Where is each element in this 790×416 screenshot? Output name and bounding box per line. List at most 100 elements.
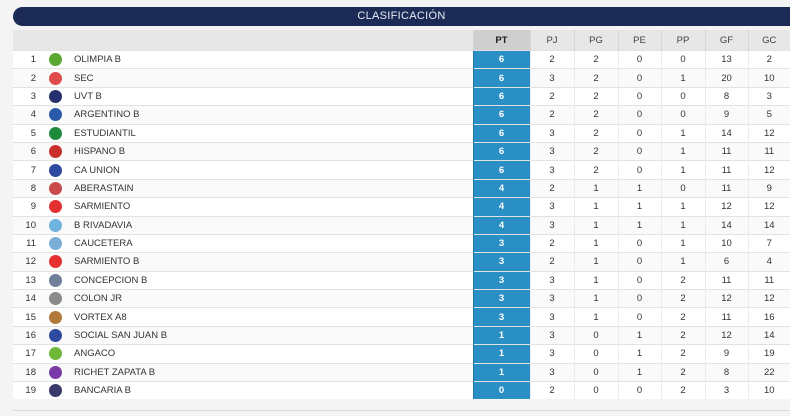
- team-name[interactable]: OLIMPIA B: [68, 49, 473, 69]
- team-name[interactable]: COLON JR: [68, 289, 473, 308]
- team-logo-icon: [48, 218, 62, 232]
- table-row[interactable]: 13 CONCEPCION B 3 3 1 0 2 11 11: [13, 270, 790, 290]
- team-name[interactable]: ABERASTAIN: [68, 178, 473, 198]
- team-name[interactable]: CA UNION: [68, 160, 473, 180]
- played-cell: 2: [529, 178, 574, 198]
- table-row[interactable]: 1 OLIMPIA B 6 2 2 0 0 13 2: [13, 49, 790, 69]
- logo-cell: [42, 252, 68, 272]
- table-row[interactable]: 19 BANCARIA B 0 2 0 0 2 3 10: [13, 381, 790, 400]
- goals-for-cell: 3: [704, 381, 748, 400]
- team-name[interactable]: SOCIAL SAN JUAN B: [68, 325, 473, 345]
- drawn-cell: 0: [617, 141, 661, 161]
- goals-against-cell: 14: [747, 325, 790, 345]
- header-gc[interactable]: GC: [747, 30, 790, 51]
- played-cell: 3: [529, 362, 574, 382]
- won-cell: 1: [573, 270, 618, 290]
- team-name[interactable]: B RIVADAVIA: [68, 215, 473, 235]
- header-pp[interactable]: PP: [660, 30, 705, 51]
- team-logo-icon: [48, 126, 62, 140]
- goals-for-cell: 10: [704, 233, 748, 253]
- played-cell: 2: [529, 105, 574, 125]
- team-logo-icon: [48, 255, 62, 269]
- drawn-cell: 0: [617, 233, 661, 253]
- team-name[interactable]: ARGENTINO B: [68, 105, 473, 125]
- team-name[interactable]: RICHET ZAPATA B: [68, 362, 473, 382]
- table-row[interactable]: 5 ESTUDIANTIL 6 3 2 0 1 14 12: [13, 123, 790, 143]
- team-logo-icon: [48, 310, 62, 324]
- standings-title: CLASIFICACIÓN: [13, 7, 790, 26]
- drawn-cell: 0: [617, 270, 661, 290]
- lost-cell: 1: [660, 197, 705, 217]
- goals-against-cell: 19: [747, 344, 790, 364]
- lost-cell: 1: [660, 141, 705, 161]
- team-logo-icon: [48, 237, 62, 251]
- team-logo-icon: [48, 292, 62, 306]
- table-row[interactable]: 11 CAUCETERA 3 2 1 0 1 10 7: [13, 233, 790, 253]
- team-name[interactable]: ESTUDIANTIL: [68, 123, 473, 143]
- played-cell: 2: [529, 381, 574, 400]
- header-pe[interactable]: PE: [617, 30, 661, 51]
- table-row[interactable]: 9 SARMIENTO 4 3 1 1 1 12 12: [13, 197, 790, 217]
- team-name[interactable]: CAUCETERA: [68, 233, 473, 253]
- table-row[interactable]: 6 HISPANO B 6 3 2 0 1 11 11: [13, 141, 790, 161]
- team-name[interactable]: BANCARIA B: [68, 381, 473, 400]
- goals-for-cell: 8: [704, 362, 748, 382]
- header-pt[interactable]: PT: [472, 30, 530, 51]
- logo-cell: [42, 307, 68, 327]
- team-name[interactable]: ANGACO: [68, 344, 473, 364]
- team-name[interactable]: VORTEX A8: [68, 307, 473, 327]
- won-cell: 1: [573, 233, 618, 253]
- table-row[interactable]: 8 ABERASTAIN 4 2 1 1 0 11 9: [13, 178, 790, 198]
- team-name[interactable]: SARMIENTO B: [68, 252, 473, 272]
- table-row[interactable]: 7 CA UNION 6 3 2 0 1 11 12: [13, 160, 790, 180]
- position-cell: 15: [13, 307, 42, 327]
- played-cell: 3: [529, 123, 574, 143]
- logo-cell: [42, 325, 68, 345]
- lost-cell: 1: [660, 160, 705, 180]
- table-row[interactable]: 10 B RIVADAVIA 4 3 1 1 1 14 14: [13, 215, 790, 235]
- header-pj[interactable]: PJ: [529, 30, 574, 51]
- goals-for-cell: 11: [704, 270, 748, 290]
- position-cell: 4: [13, 105, 42, 125]
- team-logo-icon: [48, 365, 62, 379]
- team-name[interactable]: HISPANO B: [68, 141, 473, 161]
- table-row[interactable]: 2 SEC 6 3 2 0 1 20 10: [13, 68, 790, 88]
- goals-for-cell: 9: [704, 105, 748, 125]
- drawn-cell: 0: [617, 49, 661, 69]
- won-cell: 1: [573, 215, 618, 235]
- table-row[interactable]: 14 COLON JR 3 3 1 0 2 12 12: [13, 289, 790, 308]
- points-cell: 3: [472, 252, 530, 272]
- team-logo-icon: [48, 347, 62, 361]
- team-name[interactable]: UVT B: [68, 86, 473, 106]
- goals-against-cell: 5: [747, 105, 790, 125]
- lost-cell: 2: [660, 307, 705, 327]
- points-cell: 0: [472, 381, 530, 400]
- points-cell: 6: [472, 49, 530, 69]
- played-cell: 3: [529, 197, 574, 217]
- header-pg[interactable]: PG: [573, 30, 618, 51]
- header-logo: [42, 30, 68, 51]
- table-header-row: PT PJ PG PE PP GF GC: [13, 30, 790, 51]
- table-row[interactable]: 16 SOCIAL SAN JUAN B 1 3 0 1 2 12 14: [13, 325, 790, 345]
- goals-against-cell: 12: [747, 289, 790, 308]
- lost-cell: 2: [660, 325, 705, 345]
- table-row[interactable]: 17 ANGACO 1 3 0 1 2 9 19: [13, 344, 790, 364]
- lost-cell: 0: [660, 105, 705, 125]
- position-cell: 13: [13, 270, 42, 290]
- won-cell: 2: [573, 49, 618, 69]
- won-cell: 0: [573, 344, 618, 364]
- table-row[interactable]: 18 RICHET ZAPATA B 1 3 0 1 2 8 22: [13, 362, 790, 382]
- team-logo-icon: [48, 329, 62, 343]
- team-name[interactable]: SARMIENTO: [68, 197, 473, 217]
- drawn-cell: 0: [617, 86, 661, 106]
- team-name[interactable]: SEC: [68, 68, 473, 88]
- goals-for-cell: 11: [704, 160, 748, 180]
- header-gf[interactable]: GF: [704, 30, 748, 51]
- goals-for-cell: 12: [704, 289, 748, 308]
- team-name[interactable]: CONCEPCION B: [68, 270, 473, 290]
- table-row[interactable]: 15 VORTEX A8 3 3 1 0 2 11 16: [13, 307, 790, 327]
- won-cell: 2: [573, 160, 618, 180]
